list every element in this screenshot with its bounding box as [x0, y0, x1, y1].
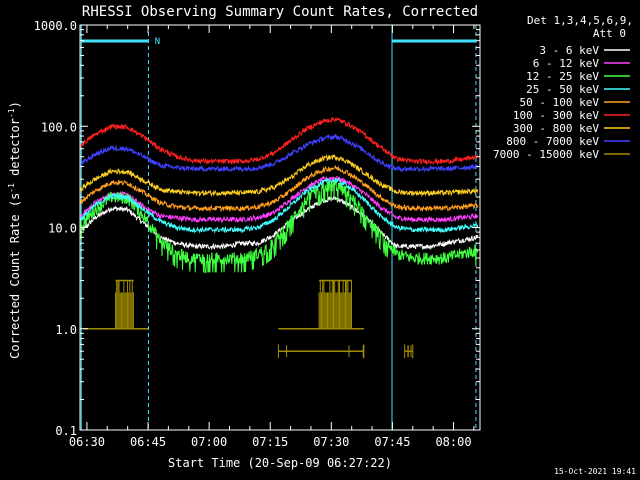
- series-12-25-kev: [80, 180, 479, 273]
- chart-title: RHESSI Observing Summary Count Rates, Co…: [82, 4, 478, 20]
- legend-label: 3 - 6 keV: [539, 44, 599, 57]
- y-axis-label-mid: detector: [8, 118, 22, 183]
- y-tick-label: 1.0: [55, 323, 77, 337]
- series-line: [80, 177, 479, 235]
- observing-flags: N: [80, 25, 477, 430]
- legend-label: 7000 - 15000 keV: [493, 148, 599, 161]
- legend-label: 50 - 100 keV: [520, 96, 600, 109]
- y-axis-label: Corrected Count Rate (s-1 detector-1): [7, 101, 22, 359]
- legend-label: 100 - 300 keV: [513, 109, 599, 122]
- y-axis-label-end: ): [8, 101, 22, 108]
- legend-label: 800 - 7000 keV: [506, 135, 599, 148]
- series-line: [80, 133, 479, 173]
- series-3-6-kev: [80, 195, 479, 251]
- x-axis-label: Start Time (20-Sep-09 06:27:22): [168, 456, 392, 470]
- series-25-50-kev: [80, 177, 479, 235]
- x-tick-label: 08:00: [435, 435, 471, 449]
- series-800-7000-kev: [80, 133, 479, 173]
- y-tick-label: 1000.0: [34, 19, 77, 33]
- series-line: [80, 153, 479, 198]
- legend-header-line-2: Att 0: [593, 27, 626, 40]
- series-line: [80, 116, 479, 166]
- series-50-100-kev: [80, 165, 479, 213]
- legend-label: 6 - 12 keV: [533, 57, 600, 70]
- x-tick-label: 06:45: [130, 435, 166, 449]
- x-tick-label: 07:45: [374, 435, 410, 449]
- x-axis: 06:30 06:45 07:00 07:15 07:30 07:45 08:00: [69, 25, 475, 449]
- series-layer: [80, 116, 479, 359]
- flag-letter: N: [155, 37, 160, 47]
- series-300-800-kev: [80, 153, 479, 198]
- legend-label: 12 - 25 keV: [526, 70, 599, 83]
- y-tick-label: 100.0: [41, 120, 77, 134]
- x-tick-label: 07:00: [191, 435, 227, 449]
- y-axis-label-sup1: -1: [7, 183, 16, 193]
- y-axis: 0.1 1.0 10.0 100.0 1000.0: [34, 19, 480, 438]
- series-line: [80, 165, 479, 213]
- footer-timestamp: 15-Oct-2021 19:41: [554, 467, 636, 476]
- legend-label: 300 - 800 keV: [513, 122, 599, 135]
- x-tick-label: 06:30: [69, 435, 105, 449]
- y-axis-label-sup2: -1: [7, 108, 16, 118]
- series-line: [80, 195, 479, 251]
- series-100-300-kev: [80, 116, 479, 166]
- y-tick-label: 10.0: [48, 222, 77, 236]
- series-7000-15000-kev: [82, 279, 414, 359]
- legend-label: 25 - 50 keV: [526, 83, 599, 96]
- y-tick-label: 0.1: [55, 424, 77, 438]
- legend-header-line-1: Det 1,3,4,5,6,9,: [527, 14, 633, 27]
- y-axis-label-main: Corrected Count Rate (s: [8, 193, 22, 359]
- x-tick-label: 07:15: [252, 435, 288, 449]
- x-tick-label: 07:30: [313, 435, 349, 449]
- series-line: [80, 180, 479, 273]
